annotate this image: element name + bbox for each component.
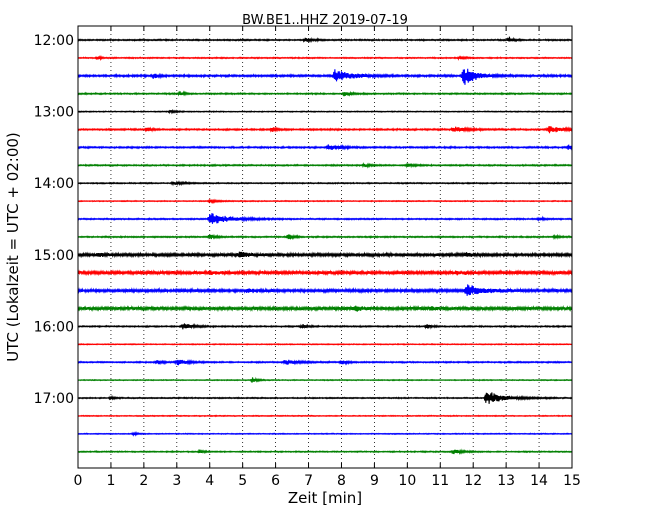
y-tick-label: 14:00 — [34, 176, 74, 192]
x-tick-label: 9 — [370, 473, 379, 489]
trace-1515 — [77, 269, 573, 277]
x-tick-label: 10 — [398, 473, 416, 489]
x-tick-label: 8 — [337, 473, 346, 489]
seismic-traces — [77, 36, 573, 455]
trace-1530 — [77, 284, 573, 296]
chart-title: BW.BE1..HHZ 2019-07-19 — [242, 13, 408, 28]
trace-1300 — [77, 108, 573, 115]
trace-1700 — [77, 392, 573, 404]
x-tick-label: 2 — [139, 473, 148, 489]
trace-1545 — [77, 304, 573, 313]
trace-1400 — [77, 180, 573, 187]
trace-1630 — [77, 358, 573, 366]
x-axis-label: Zeit [min] — [288, 489, 362, 507]
trace-1415 — [77, 197, 573, 205]
x-tick-label: 6 — [271, 473, 280, 489]
trace-1715 — [77, 414, 573, 418]
trace-1430 — [77, 213, 573, 224]
y-axis-label: UTC (Lokalzeit = UTC + 02:00) — [4, 132, 22, 362]
x-tick-label: 1 — [106, 473, 115, 489]
trace-1315 — [77, 126, 573, 134]
x-tick-label: 15 — [563, 473, 581, 489]
plot-frame — [77, 25, 573, 469]
trace-1345 — [77, 162, 573, 169]
x-tick-label: 3 — [172, 473, 181, 489]
trace-1245 — [77, 90, 573, 97]
y-tick-label: 17:00 — [34, 391, 74, 407]
trace-1615 — [77, 342, 573, 346]
trace-1200 — [77, 36, 573, 44]
x-tick-label: 4 — [205, 473, 214, 489]
y-tick-label: 13:00 — [34, 105, 74, 121]
y-tick-label: 12:00 — [34, 33, 74, 49]
trace-1445 — [77, 233, 573, 241]
x-tick-label: 0 — [74, 473, 83, 489]
x-tick-label: 14 — [530, 473, 548, 489]
axis-ticks: 0 1 2 3 4 5 6 7 8 9 10 11 12 13 14 1512:0013:0014:0015:… — [34, 26, 581, 489]
trace-1215 — [77, 54, 573, 62]
grid-lines — [110, 26, 540, 468]
x-tick-label: 13 — [497, 473, 515, 489]
trace-1330 — [77, 144, 573, 151]
trace-1730 — [77, 431, 573, 437]
trace-1645 — [77, 376, 573, 383]
x-tick-label: 7 — [304, 473, 313, 489]
x-tick-label: 12 — [464, 473, 482, 489]
y-tick-label: 15:00 — [34, 248, 74, 264]
trace-1500 — [77, 251, 573, 259]
x-tick-label: 11 — [431, 473, 449, 489]
x-tick-label: 5 — [238, 473, 247, 489]
trace-1600 — [77, 323, 573, 330]
y-tick-label: 16:00 — [34, 319, 74, 335]
trace-1230 — [77, 68, 573, 85]
trace-1745 — [77, 448, 573, 455]
